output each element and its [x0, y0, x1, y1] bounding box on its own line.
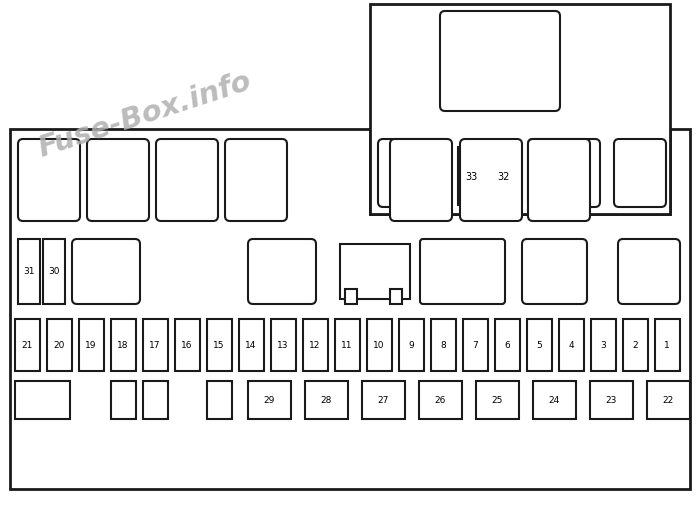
PathPatch shape: [370, 5, 670, 215]
FancyBboxPatch shape: [528, 140, 600, 208]
FancyBboxPatch shape: [522, 240, 587, 304]
Bar: [43, 240, 65, 304]
Bar: [623, 319, 648, 371]
Text: 16: 16: [181, 341, 193, 350]
Bar: [79, 319, 104, 371]
Text: 28: 28: [321, 395, 332, 405]
Bar: [463, 319, 488, 371]
Text: 29: 29: [263, 395, 274, 405]
Bar: [476, 381, 519, 419]
Text: 9: 9: [408, 341, 414, 350]
Bar: [15, 319, 40, 371]
Bar: [143, 319, 168, 371]
FancyBboxPatch shape: [378, 140, 450, 208]
Text: Fuse-Box.info: Fuse-Box.info: [35, 67, 256, 162]
Text: 14: 14: [245, 341, 257, 350]
Text: 33: 33: [465, 172, 477, 182]
FancyBboxPatch shape: [87, 140, 149, 221]
Bar: [15, 381, 70, 419]
Text: 18: 18: [118, 341, 129, 350]
FancyBboxPatch shape: [460, 140, 522, 221]
Text: 2: 2: [632, 341, 638, 350]
Text: 23: 23: [606, 395, 617, 405]
Bar: [419, 381, 462, 419]
Text: 11: 11: [342, 341, 353, 350]
Bar: [345, 290, 357, 304]
Text: 3: 3: [600, 341, 606, 350]
Bar: [390, 290, 402, 304]
Bar: [559, 319, 584, 371]
Text: 6: 6: [504, 341, 510, 350]
Text: 21: 21: [21, 341, 33, 350]
Bar: [490, 148, 517, 206]
Text: 4: 4: [568, 341, 574, 350]
Text: 31: 31: [23, 267, 35, 276]
Bar: [399, 319, 424, 371]
Bar: [527, 319, 552, 371]
FancyBboxPatch shape: [420, 240, 505, 304]
Bar: [431, 319, 456, 371]
Text: 24: 24: [548, 395, 559, 405]
Text: 5: 5: [536, 341, 542, 350]
PathPatch shape: [10, 130, 690, 489]
Text: 13: 13: [277, 341, 288, 350]
Text: 25: 25: [491, 395, 503, 405]
Bar: [303, 319, 328, 371]
Bar: [248, 381, 291, 419]
FancyBboxPatch shape: [618, 240, 680, 304]
FancyBboxPatch shape: [225, 140, 287, 221]
FancyBboxPatch shape: [528, 140, 590, 221]
Text: 7: 7: [472, 341, 478, 350]
Bar: [305, 381, 348, 419]
Text: 26: 26: [434, 395, 446, 405]
Text: 12: 12: [309, 341, 321, 350]
FancyBboxPatch shape: [440, 12, 560, 112]
Bar: [335, 319, 360, 371]
Text: 17: 17: [149, 341, 161, 350]
Bar: [47, 319, 72, 371]
Bar: [362, 381, 405, 419]
Text: 10: 10: [373, 341, 385, 350]
Bar: [143, 381, 168, 419]
Text: 15: 15: [214, 341, 225, 350]
Bar: [495, 319, 520, 371]
FancyBboxPatch shape: [614, 140, 666, 208]
Bar: [207, 381, 232, 419]
Bar: [271, 319, 296, 371]
Text: 27: 27: [377, 395, 388, 405]
Bar: [239, 319, 264, 371]
FancyBboxPatch shape: [390, 140, 452, 221]
Bar: [590, 381, 633, 419]
Text: 20: 20: [53, 341, 64, 350]
Bar: [655, 319, 680, 371]
Bar: [647, 381, 690, 419]
Text: 22: 22: [662, 395, 673, 405]
Text: 1: 1: [664, 341, 670, 350]
Bar: [175, 319, 200, 371]
Bar: [207, 319, 232, 371]
Bar: [340, 244, 410, 299]
FancyBboxPatch shape: [248, 240, 316, 304]
Text: 30: 30: [48, 267, 60, 276]
Text: 19: 19: [85, 341, 97, 350]
FancyBboxPatch shape: [18, 140, 80, 221]
FancyBboxPatch shape: [156, 140, 218, 221]
Bar: [367, 319, 392, 371]
Bar: [111, 319, 136, 371]
Bar: [18, 240, 40, 304]
Bar: [591, 319, 616, 371]
Text: 8: 8: [440, 341, 446, 350]
Bar: [533, 381, 576, 419]
FancyBboxPatch shape: [72, 240, 140, 304]
Bar: [458, 148, 485, 206]
Text: 32: 32: [497, 172, 509, 182]
Bar: [111, 381, 136, 419]
